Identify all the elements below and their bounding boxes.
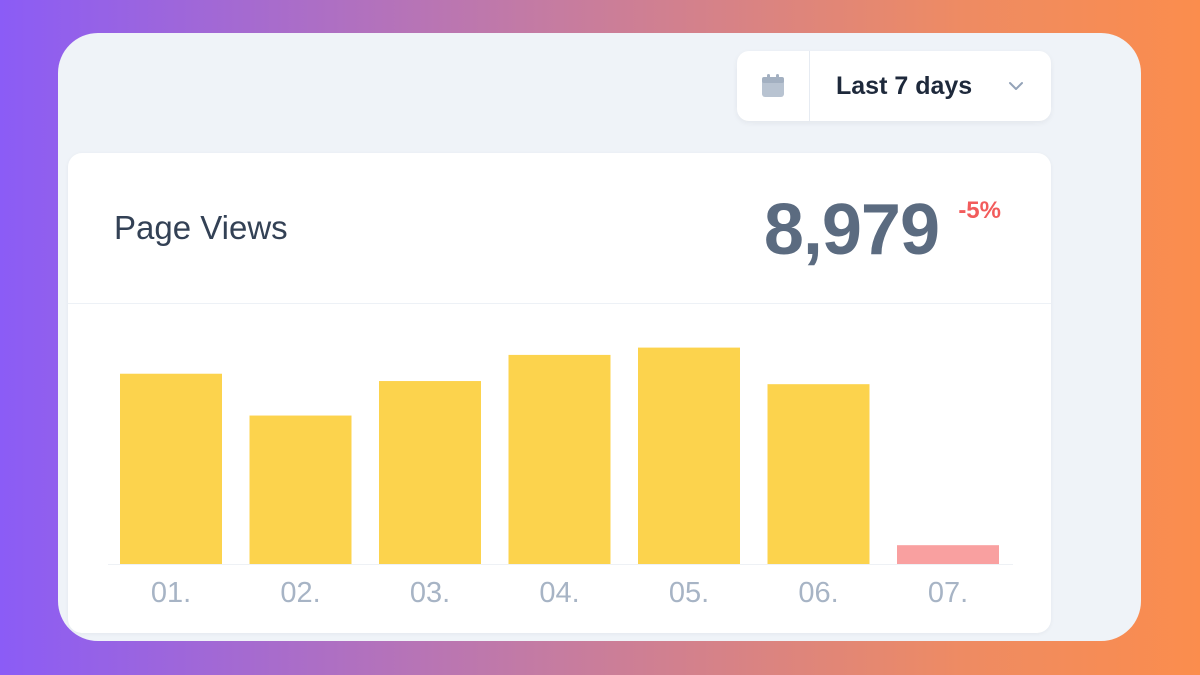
card-header: Page Views 8,979 -5% xyxy=(68,153,1051,304)
bar-06[interactable] xyxy=(767,384,870,564)
x-tick-label: 04. xyxy=(539,577,579,609)
page-views-value: 8,979 xyxy=(763,190,940,270)
x-tick-label: 03. xyxy=(410,577,450,609)
bar-05[interactable] xyxy=(638,347,740,564)
bar-07[interactable] xyxy=(897,545,999,564)
bar-01[interactable] xyxy=(120,373,222,564)
page-views-card: Page Views 8,979 -5% 01. 02. 03. 04. 05. 06. 0… xyxy=(68,153,1051,633)
bar-02[interactable] xyxy=(249,415,352,564)
x-tick-label: 05. xyxy=(669,577,709,609)
calendar-button[interactable] xyxy=(737,51,810,121)
chevron-down-icon xyxy=(1009,82,1023,90)
x-tick-label: 07. xyxy=(928,577,968,609)
card-title: Page Views xyxy=(114,209,288,246)
x-tick-label: 01. xyxy=(151,577,191,609)
page-views-chart: 01. 02. 03. 04. 05. 06. 07. xyxy=(108,347,1013,609)
date-range-select[interactable]: Last 7 days xyxy=(810,51,1051,121)
date-range-label: Last 7 days xyxy=(836,71,973,100)
x-tick-label: 02. xyxy=(280,577,320,609)
date-range-picker[interactable]: Last 7 days xyxy=(737,51,1051,121)
calendar-icon xyxy=(762,74,784,97)
x-tick-label: 06. xyxy=(798,577,838,609)
dashboard-panel: Last 7 days Page Views 8,979 -5% 01. 02. 0… xyxy=(58,33,1141,641)
bar-03[interactable] xyxy=(379,381,481,564)
bar-04[interactable] xyxy=(508,354,611,564)
change-badge: -5% xyxy=(958,197,1001,224)
